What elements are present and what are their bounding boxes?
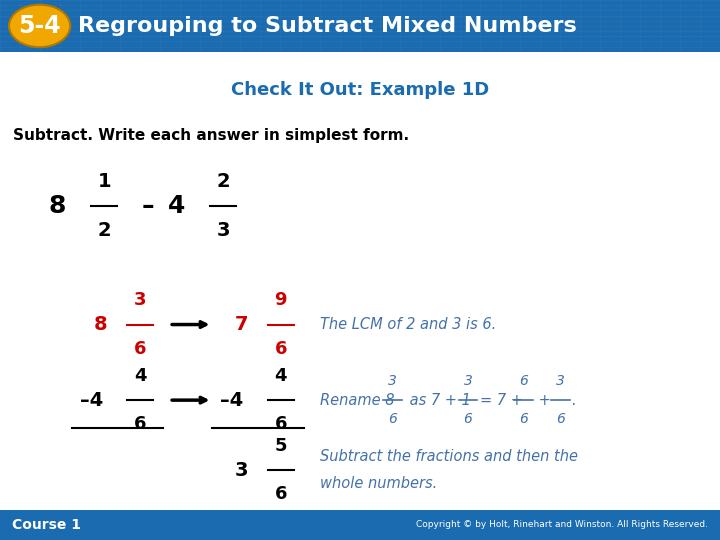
Text: Check It Out: Example 1D: Check It Out: Example 1D: [231, 80, 489, 99]
Text: –4: –4: [220, 390, 243, 410]
Text: Rename 8: Rename 8: [320, 393, 400, 408]
Text: .: .: [571, 393, 575, 408]
Text: 3: 3: [556, 374, 564, 388]
Text: –: –: [141, 194, 154, 218]
Text: 6: 6: [388, 412, 397, 426]
Text: 3: 3: [388, 374, 397, 388]
Text: 5: 5: [274, 437, 287, 455]
Text: 6: 6: [134, 340, 147, 357]
Text: 4: 4: [274, 367, 287, 385]
Bar: [0, 0, 720, 52]
Text: Subtract the fractions and then the: Subtract the fractions and then the: [320, 449, 578, 464]
Text: 3: 3: [464, 374, 472, 388]
Text: The LCM of 2 and 3 is 6.: The LCM of 2 and 3 is 6.: [320, 317, 497, 332]
Text: –4: –4: [80, 390, 103, 410]
Text: 6: 6: [274, 485, 287, 503]
Text: 7: 7: [235, 315, 248, 334]
Text: 2: 2: [98, 221, 111, 240]
Text: 6: 6: [519, 374, 528, 388]
Text: Subtract. Write each answer in simplest form.: Subtract. Write each answer in simplest …: [13, 128, 409, 143]
Text: 6: 6: [556, 412, 564, 426]
Text: +: +: [534, 393, 551, 408]
Text: Copyright © by Holt, Rinehart and Winston. All Rights Reserved.: Copyright © by Holt, Rinehart and Winsto…: [415, 521, 708, 529]
Text: 2: 2: [217, 172, 230, 191]
Text: Course 1: Course 1: [12, 518, 81, 532]
Text: 6: 6: [274, 415, 287, 433]
Bar: [0, 510, 720, 540]
Text: 6: 6: [519, 412, 528, 426]
Text: 9: 9: [274, 292, 287, 309]
Text: 4: 4: [134, 367, 147, 385]
Text: 6: 6: [274, 340, 287, 357]
Text: as 7 + 1: as 7 + 1: [405, 393, 470, 408]
Ellipse shape: [9, 5, 71, 47]
Text: 8: 8: [49, 194, 66, 218]
Text: 4: 4: [168, 194, 185, 218]
Text: 3: 3: [217, 221, 230, 240]
Text: 5-4: 5-4: [18, 14, 61, 38]
Text: 3: 3: [134, 292, 147, 309]
Text: Regrouping to Subtract Mixed Numbers: Regrouping to Subtract Mixed Numbers: [78, 16, 577, 36]
Text: whole numbers.: whole numbers.: [320, 476, 438, 491]
Text: 6: 6: [464, 412, 472, 426]
Text: = 7 +: = 7 +: [480, 393, 523, 408]
Text: 3: 3: [235, 461, 248, 480]
Text: 8: 8: [94, 315, 107, 334]
Text: 6: 6: [134, 415, 147, 433]
Text: 1: 1: [98, 172, 111, 191]
